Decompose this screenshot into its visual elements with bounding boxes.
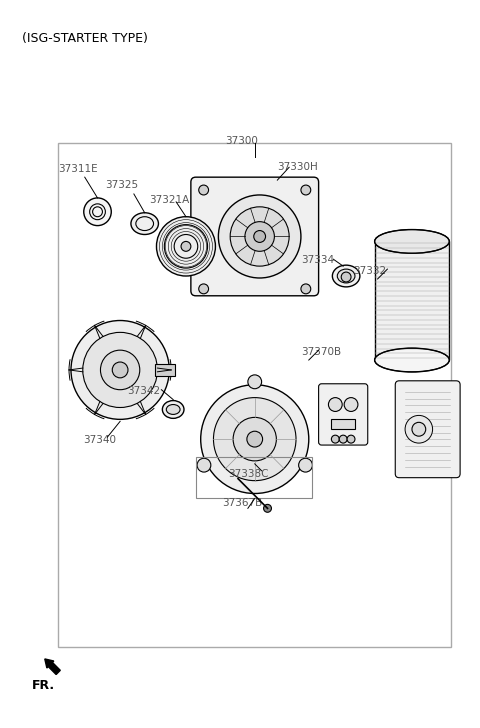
Circle shape: [245, 221, 275, 251]
Circle shape: [248, 375, 262, 389]
Ellipse shape: [374, 348, 449, 372]
Text: 37300: 37300: [225, 135, 258, 146]
Circle shape: [344, 397, 358, 411]
Ellipse shape: [131, 213, 158, 234]
Circle shape: [100, 350, 140, 389]
Bar: [196, 457, 312, 499]
Circle shape: [233, 417, 276, 461]
FancyBboxPatch shape: [191, 177, 319, 296]
Text: 37321A: 37321A: [150, 195, 190, 205]
Circle shape: [264, 505, 272, 513]
Bar: [156, 364, 175, 376]
Text: 37332: 37332: [353, 266, 386, 276]
Text: 37330H: 37330H: [277, 162, 318, 173]
Circle shape: [339, 435, 347, 443]
Circle shape: [71, 320, 169, 419]
Circle shape: [301, 185, 311, 195]
FancyBboxPatch shape: [395, 381, 460, 478]
Text: 37334: 37334: [301, 256, 334, 265]
Circle shape: [331, 435, 339, 443]
Circle shape: [254, 231, 265, 242]
Circle shape: [83, 333, 157, 408]
Circle shape: [412, 422, 426, 436]
Circle shape: [247, 431, 263, 447]
Circle shape: [181, 242, 191, 251]
Circle shape: [230, 207, 289, 266]
Bar: [331, 419, 355, 430]
Text: FR.: FR.: [32, 679, 55, 692]
Circle shape: [328, 397, 342, 411]
Circle shape: [341, 272, 351, 282]
Circle shape: [199, 284, 208, 294]
Bar: [58, 143, 451, 646]
Circle shape: [214, 397, 296, 480]
Ellipse shape: [374, 229, 449, 253]
Ellipse shape: [337, 269, 355, 283]
Text: 37370B: 37370B: [301, 347, 341, 357]
Circle shape: [197, 458, 211, 472]
Circle shape: [218, 195, 301, 278]
Text: 37342: 37342: [127, 386, 160, 396]
Text: (ISG-STARTER TYPE): (ISG-STARTER TYPE): [22, 32, 148, 45]
Circle shape: [112, 362, 128, 378]
FancyArrow shape: [45, 659, 60, 675]
Ellipse shape: [332, 265, 360, 287]
Circle shape: [301, 284, 311, 294]
Ellipse shape: [162, 400, 184, 419]
Text: 37311E: 37311E: [58, 165, 98, 174]
Circle shape: [199, 185, 208, 195]
Ellipse shape: [166, 405, 180, 414]
Text: 37367B: 37367B: [222, 499, 263, 508]
Text: 37325: 37325: [106, 180, 139, 190]
Circle shape: [84, 198, 111, 226]
Circle shape: [405, 416, 432, 443]
Circle shape: [347, 435, 355, 443]
Bar: [374, 242, 449, 360]
Circle shape: [201, 385, 309, 494]
Text: 37338C: 37338C: [228, 469, 269, 479]
Circle shape: [299, 458, 312, 472]
Circle shape: [156, 217, 216, 276]
FancyBboxPatch shape: [319, 384, 368, 445]
Text: 37340: 37340: [83, 435, 116, 446]
